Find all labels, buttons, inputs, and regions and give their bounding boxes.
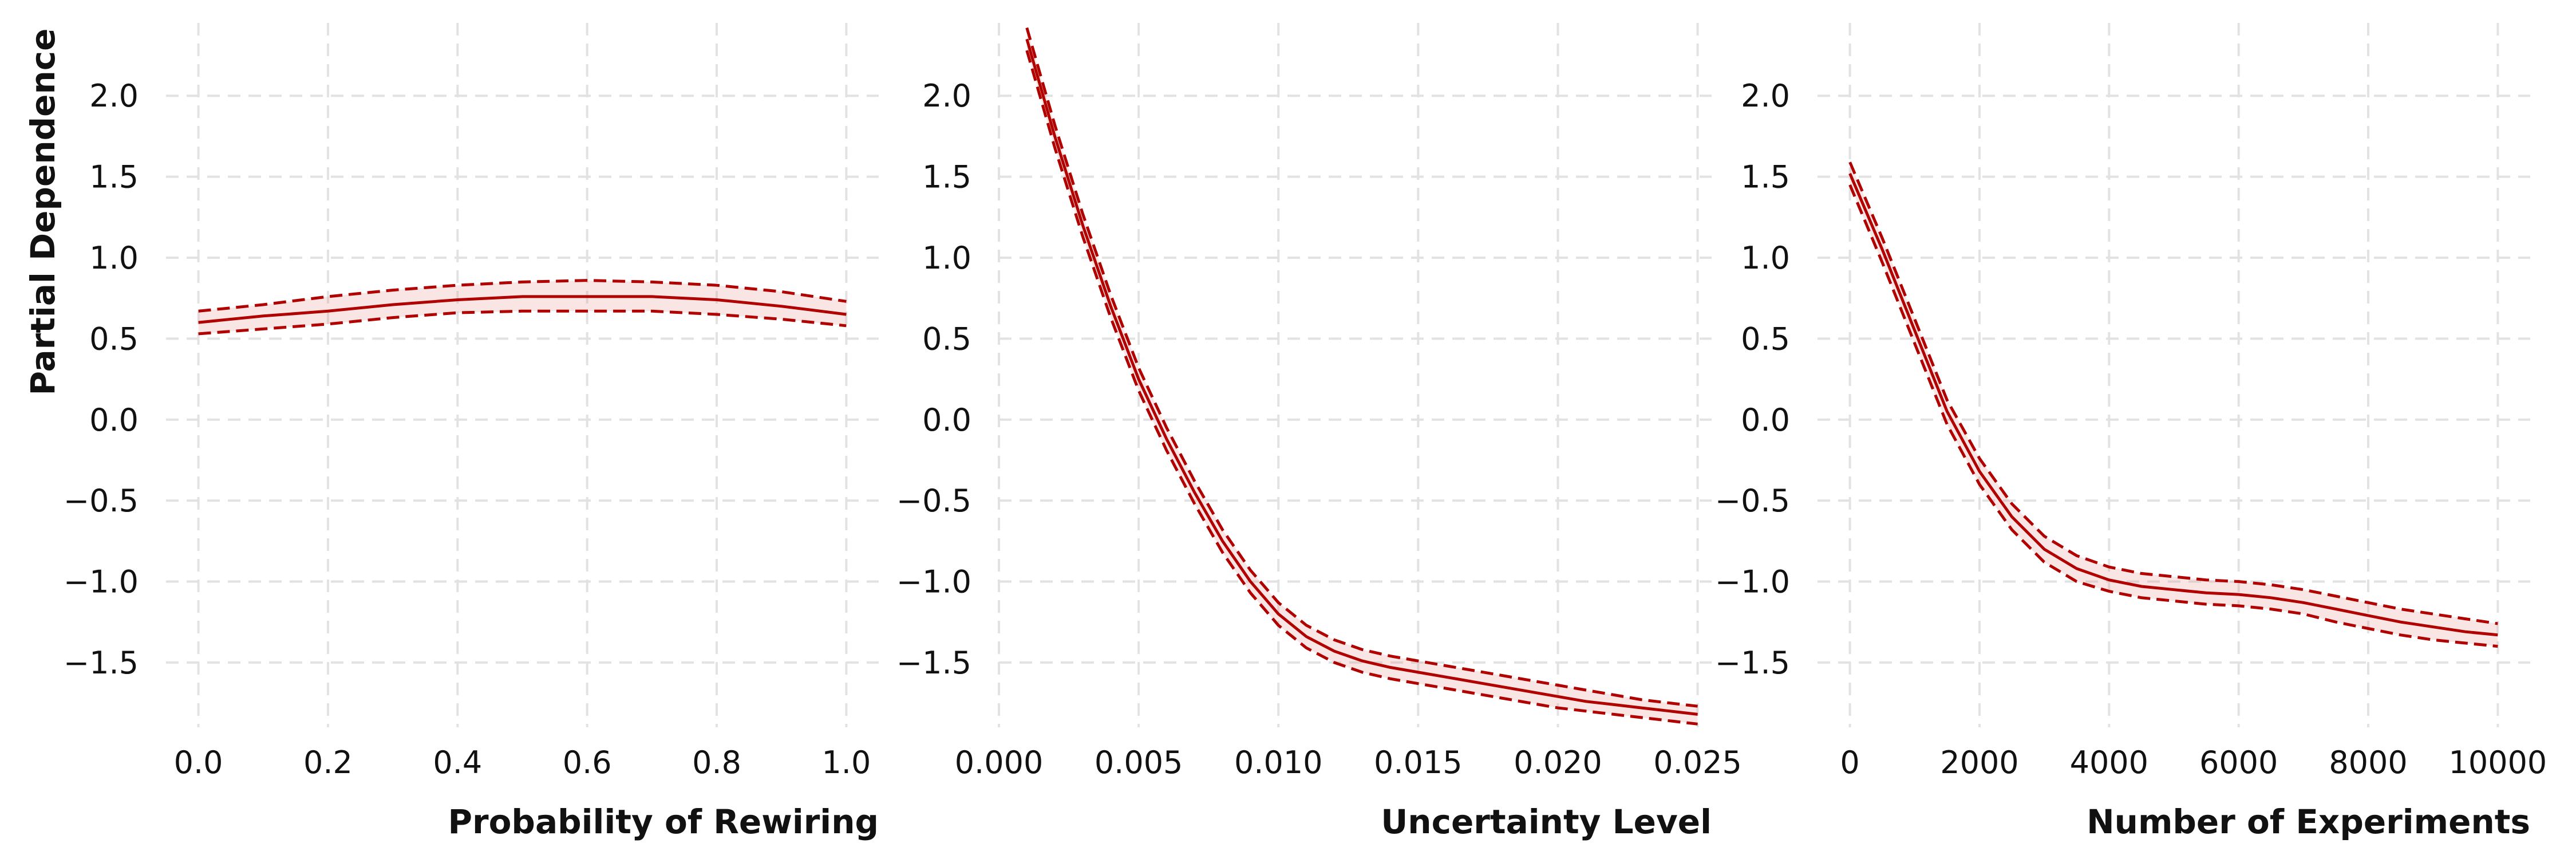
y-tick-label: −0.5 [64,483,139,519]
panel-uncertainty: 0.000 0.005 0.010 0.015 0.020 0.025 −1.5 −1.0 −0… [896,23,1742,841]
x-axis-title: Uncertainty Level [1381,802,1712,841]
panel-experiments: 0 2000 4000 6000 8000 10000 −1.5 −1.0 −0.5 0.0 0.5… [1715,23,2547,841]
y-axis-title: Partial Dependence [23,28,62,395]
x-tick-label: 10000 [2449,744,2547,781]
x-tick-label: 0.015 [1374,744,1463,781]
x-tick-label: 2000 [1940,744,2018,781]
y-tick-label: 2.0 [1741,78,1790,114]
mean-line [198,295,847,324]
x-tick-label: 0.0 [174,744,223,781]
lower-bound-line [1848,184,2498,648]
confidence-band [1850,162,2498,647]
x-tick-label: 1.0 [821,744,871,781]
x-axis-title: Number of Experiments [2087,802,2530,841]
y-tick-label: −1.5 [896,645,971,681]
y-tick-label: 0.0 [922,402,971,438]
x-tick-label: 4000 [2070,744,2148,781]
x-tick-label: 0.8 [692,744,741,781]
y-tick-label: 0.0 [89,402,139,438]
lower-bound-line [1025,50,1698,726]
y-tick-label: 0.5 [922,321,971,357]
y-tick-label: 0.5 [89,321,139,357]
x-tick-label: 0.020 [1514,744,1602,781]
x-tick-label: 6000 [2199,744,2278,781]
x-tick-label: 0.005 [1095,744,1183,781]
x-axis-title: Probability of Rewiring [448,802,879,841]
y-tick-label: 1.5 [89,159,139,195]
y-tick-label: 1.0 [1741,240,1790,276]
upper-bound-line [198,279,847,313]
x-tick-label: 0 [1840,744,1859,781]
y-tick-label: −0.5 [896,483,971,519]
y-tick-label: 2.0 [922,78,971,114]
y-tick-label: −1.0 [1715,564,1790,600]
confidence-band [1026,27,1698,724]
y-tick-label: 1.0 [922,240,971,276]
y-tick-label: 0.0 [1741,402,1790,438]
y-tick-label: −1.5 [64,645,139,681]
x-tick-label: 0.000 [955,744,1044,781]
x-tick-label: 8000 [2329,744,2407,781]
x-tick-label: 0.6 [563,744,612,781]
x-tick-label: 0.4 [433,744,482,781]
x-tick-label: 0.025 [1653,744,1742,781]
y-tick-label: −1.0 [896,564,971,600]
y-tick-label: 1.0 [89,240,139,276]
x-tick-label: 0.2 [303,744,353,781]
panel-rewiring: 0.0 0.2 0.4 0.6 0.8 1.0 −1.5 −1.0 −0.5 0.0 0.5 1.0 1… [64,23,879,841]
y-tick-label: 0.5 [1741,321,1790,357]
upper-bound-line [1848,161,2498,625]
y-tick-label: −1.0 [64,564,139,600]
lower-bound-line [198,309,847,336]
y-tick-label: −1.5 [1715,645,1790,681]
y-tick-label: 1.5 [922,159,971,195]
mean-line [1025,38,1698,716]
y-tick-label: 1.5 [1741,159,1790,195]
y-tick-label: 2.0 [89,78,139,114]
mean-line [1848,173,2498,637]
y-tick-label: −0.5 [1715,483,1790,519]
x-tick-label: 0.010 [1234,744,1323,781]
upper-bound-line [1025,27,1698,708]
